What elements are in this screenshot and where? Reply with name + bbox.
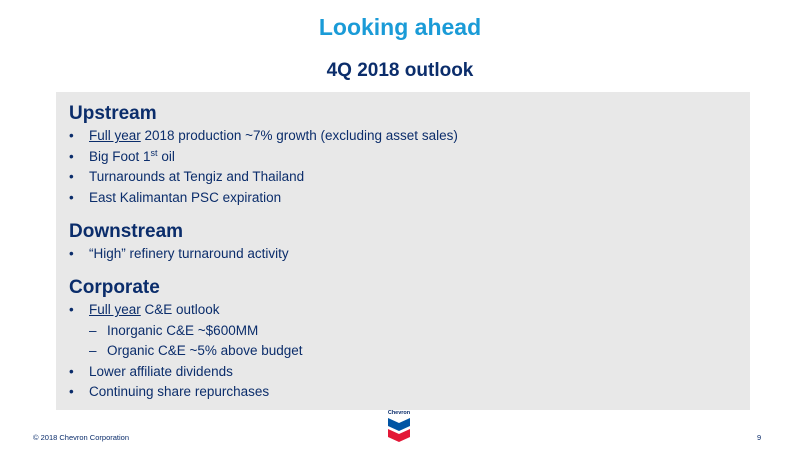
- sub-list-item: Organic C&E ~5% above budget: [69, 341, 303, 362]
- list-item-text: Lower affiliate dividends: [89, 363, 233, 379]
- list-item: Lower affiliate dividends: [69, 362, 303, 383]
- list-item-text: Inorganic C&E ~$600MM: [107, 322, 259, 338]
- list-item-text: Continuing share repurchases: [89, 384, 270, 399]
- list-item-text: 2018 production ~7% growth (excluding as…: [140, 128, 458, 143]
- list-item: “High” refinery turnaround activity: [69, 244, 289, 265]
- list-item: Full year C&E outlook: [69, 300, 303, 321]
- page-number: 9: [757, 433, 762, 442]
- chevron-logo: Chevron: [381, 410, 417, 446]
- list-item: Continuing share repurchases: [69, 382, 303, 403]
- corporate-section: Corporate Full year C&E outlook Inorgani…: [69, 276, 303, 403]
- copyright-text: © 2018 Chevron Corporation: [33, 433, 129, 442]
- list-item-text: C&E outlook: [140, 302, 220, 317]
- list-item: Turnarounds at Tengiz and Thailand: [69, 167, 458, 188]
- list-item-text: oil: [157, 148, 175, 164]
- chevron-logo-icon: [388, 418, 410, 442]
- upstream-heading: Upstream: [69, 103, 157, 124]
- list-item: Full year 2018 production ~7% growth (ex…: [69, 126, 458, 147]
- list-item: Big Foot 1st oil: [69, 147, 458, 168]
- downstream-heading: Downstream: [69, 221, 184, 242]
- underlined-text: Full year: [89, 128, 141, 143]
- corporate-heading: Corporate: [69, 277, 160, 298]
- list-item-text: “High” refinery turnaround activity: [89, 246, 289, 261]
- downstream-section: Downstream “High” refinery turnaround ac…: [69, 220, 289, 265]
- sub-list-item: Inorganic C&E ~$600MM: [69, 321, 303, 342]
- content-panel: Upstream Full year 2018 production ~7% g…: [56, 92, 750, 410]
- upstream-list: Full year 2018 production ~7% growth (ex…: [69, 126, 458, 208]
- list-item: East Kalimantan PSC expiration: [69, 188, 458, 209]
- list-item-text: Turnarounds at Tengiz and Thailand: [89, 169, 305, 184]
- upstream-section: Upstream Full year 2018 production ~7% g…: [69, 102, 458, 208]
- superscript-text: st: [150, 147, 158, 158]
- list-item-text: Big Foot 1: [89, 148, 151, 164]
- corporate-list: Full year C&E outlook Inorganic C&E ~$60…: [69, 300, 303, 403]
- downstream-list: “High” refinery turnaround activity: [69, 244, 289, 265]
- slide-title: Looking ahead: [318, 14, 482, 40]
- list-item-text: Organic C&E ~5% above budget: [107, 343, 303, 358]
- list-item-text: East Kalimantan PSC expiration: [89, 189, 282, 205]
- logo-text: Chevron: [387, 410, 411, 416]
- slide-subtitle: 4Q 2018 outlook: [326, 60, 474, 81]
- underlined-text: Full year: [89, 302, 141, 317]
